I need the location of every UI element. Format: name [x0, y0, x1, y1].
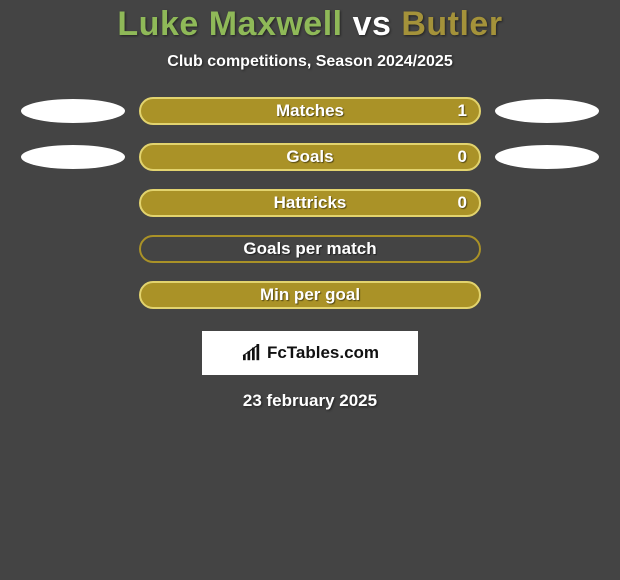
stat-value: 0	[458, 193, 467, 213]
player1-name: Luke Maxwell	[117, 5, 342, 43]
vs-separator: vs	[353, 5, 392, 43]
stat-bar: Hattricks 0	[139, 189, 481, 217]
brand-logo: FcTables.com	[202, 331, 418, 375]
stat-label: Goals	[286, 147, 333, 167]
stat-row: Min per goal	[0, 281, 620, 309]
stat-rows: Matches 1 Goals 0 Hattricks 0 Goals per match M…	[0, 97, 620, 309]
comparison-infographic: Luke Maxwell vs Butler Club competitions…	[0, 0, 620, 411]
stat-value: 0	[458, 147, 467, 167]
player2-marker	[495, 145, 599, 169]
stat-row: Goals per match	[0, 235, 620, 263]
season-subtitle: Club competitions, Season 2024/2025	[167, 53, 452, 71]
brand-text: FcTables.com	[267, 343, 379, 363]
player1-marker	[21, 145, 125, 169]
stat-row: Goals 0	[0, 143, 620, 171]
stat-value: 1	[458, 101, 467, 121]
stat-label: Matches	[276, 101, 344, 121]
player2-marker	[495, 99, 599, 123]
stat-bar: Min per goal	[139, 281, 481, 309]
chart-icon	[241, 344, 263, 362]
player2-name: Butler	[401, 5, 502, 43]
stat-bar: Matches 1	[139, 97, 481, 125]
stat-bar: Goals 0	[139, 143, 481, 171]
stat-row: Matches 1	[0, 97, 620, 125]
stat-row: Hattricks 0	[0, 189, 620, 217]
player1-marker	[21, 99, 125, 123]
stat-bar: Goals per match	[139, 235, 481, 263]
stat-label: Goals per match	[243, 239, 376, 259]
stat-label: Hattricks	[274, 193, 347, 213]
stat-label: Min per goal	[260, 285, 360, 305]
snapshot-date: 23 february 2025	[243, 391, 377, 411]
page-title: Luke Maxwell vs Butler	[117, 6, 502, 43]
